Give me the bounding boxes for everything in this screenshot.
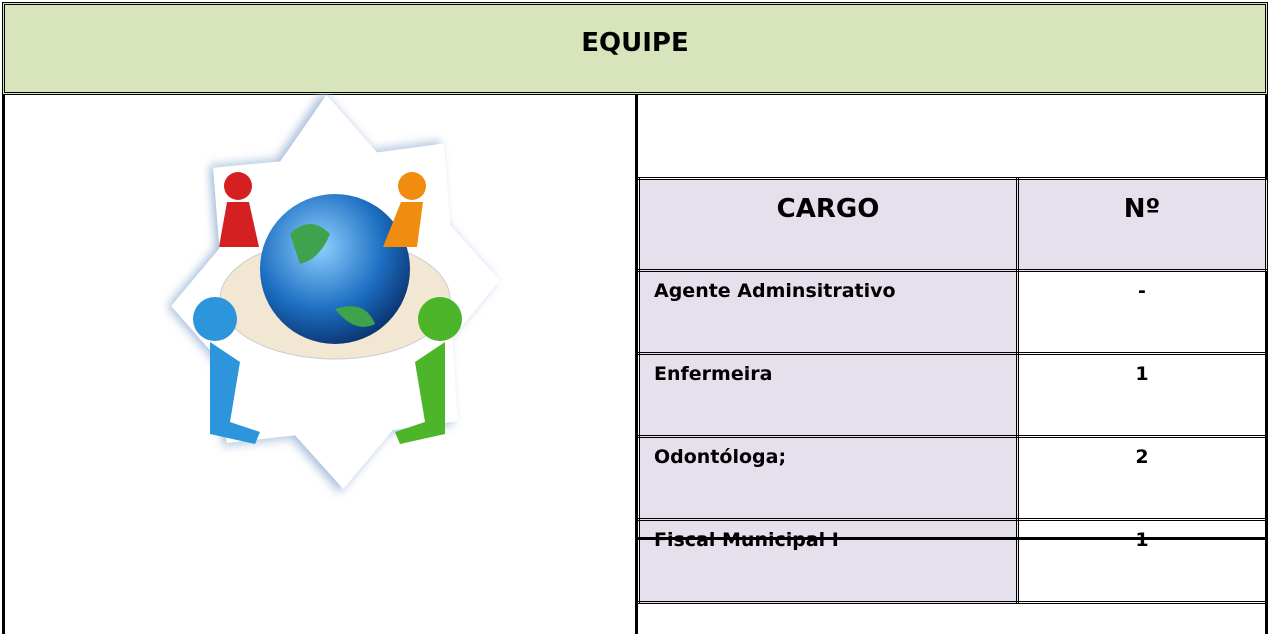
globe (260, 194, 410, 344)
figure-red (219, 172, 259, 247)
table-cell (637, 94, 1268, 634)
row: Enfermeira 1 (637, 352, 1268, 438)
continents (290, 224, 375, 327)
role-cell: Odontóloga; (637, 435, 1019, 521)
count-cell: 1 (1016, 352, 1268, 438)
header-cell: CARGO (637, 177, 1019, 272)
count-cell: 2 (1016, 435, 1268, 521)
header-cell: Nº (1016, 177, 1268, 272)
row: Agente Adminsitrativo - (637, 269, 1268, 355)
staff-table: CARGO Nº Agente Adminsitrativo - Enfermeir… (637, 177, 1268, 604)
rule (637, 537, 1268, 540)
role-cell: Fiscal Municipal I (637, 518, 1019, 604)
illustration (167, 92, 500, 493)
figure-blue (193, 297, 260, 444)
count-cell: 1 (1016, 518, 1268, 604)
role-cell: Agente Adminsitrativo (637, 269, 1019, 355)
figure-green (395, 297, 462, 444)
figure-orange (383, 172, 426, 247)
role-cell: Enfermeira (637, 352, 1019, 438)
row: Odontóloga; 2 (637, 435, 1268, 521)
count-cell: - (1016, 269, 1268, 355)
header-row: CARGO Nº (637, 177, 1268, 272)
title: EQUIPE (2, 2, 1268, 95)
image-cell (2, 92, 638, 634)
